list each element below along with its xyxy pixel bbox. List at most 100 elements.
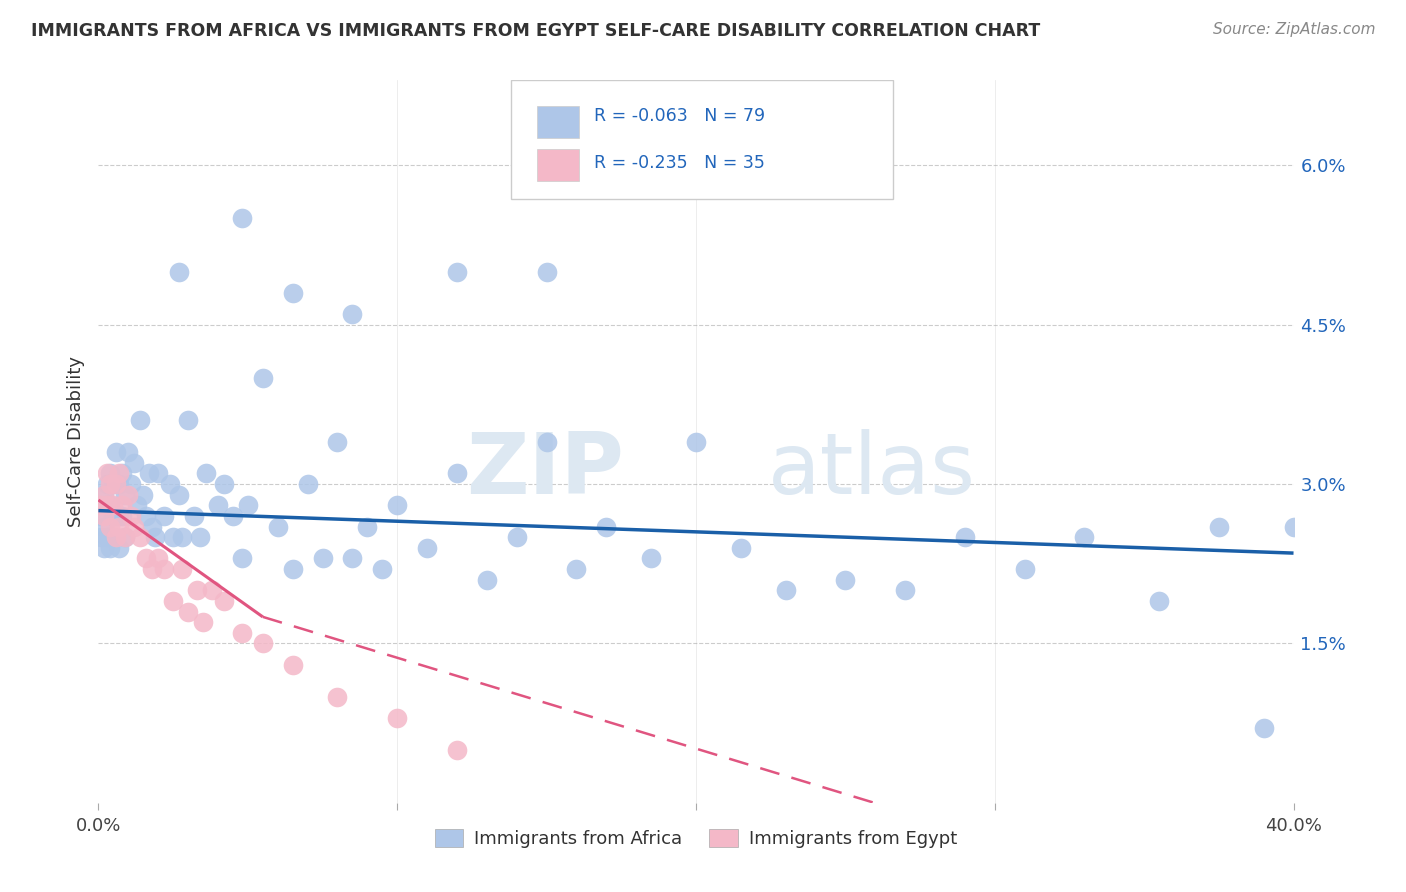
Point [167,488,190,502]
Point [297,477,319,491]
Point [108,467,131,481]
Point [231,625,253,640]
Point [311,551,333,566]
Point [105,508,128,523]
Point [475,573,498,587]
Point [162,594,184,608]
Point [231,551,253,566]
Point [111,508,134,523]
Point [105,445,128,459]
Point [96,498,118,512]
Point [446,742,468,756]
Point [93,541,115,555]
Point [98,541,122,555]
Point [90,508,112,523]
Point [231,211,253,226]
FancyBboxPatch shape [537,149,579,181]
Point [1208,519,1230,533]
Y-axis label: Self-Care Disability: Self-Care Disability [66,356,84,527]
Text: Source: ZipAtlas.com: Source: ZipAtlas.com [1212,22,1375,37]
Point [595,519,617,533]
Point [111,498,134,512]
Point [1282,519,1305,533]
Point [135,551,157,566]
Point [108,519,131,533]
Point [90,498,112,512]
Point [281,657,304,672]
Point [177,413,200,427]
Point [117,445,139,459]
Point [191,615,214,630]
Point [1253,722,1275,736]
Point [114,530,136,544]
Point [105,530,128,544]
Point [103,477,125,491]
Point [186,583,208,598]
Point [207,498,229,512]
Point [127,498,149,512]
FancyBboxPatch shape [510,80,893,200]
Point [195,467,218,481]
Point [342,307,364,321]
Point [188,530,211,544]
Point [894,583,917,598]
Point [212,477,235,491]
Text: ZIP: ZIP [467,429,624,512]
Point [98,498,122,512]
Point [385,498,409,512]
Point [108,477,131,491]
Text: R = -0.235   N = 35: R = -0.235 N = 35 [595,154,765,172]
Point [281,562,304,576]
Text: atlas: atlas [768,429,976,512]
Point [201,583,224,598]
Point [132,488,155,502]
Point [96,477,118,491]
Point [172,530,194,544]
Point [212,594,235,608]
Point [120,508,142,523]
Point [167,264,190,278]
Point [565,562,588,576]
Point [111,467,134,481]
Point [177,605,200,619]
Point [953,530,976,544]
Point [506,530,529,544]
Point [141,519,163,533]
Point [236,498,259,512]
Point [93,519,115,533]
Point [114,530,136,544]
Point [129,530,152,544]
Point [342,551,364,566]
Point [96,467,118,481]
Point [153,508,176,523]
Point [536,434,558,449]
Point [120,477,142,491]
Legend: Immigrants from Africa, Immigrants from Egypt: Immigrants from Africa, Immigrants from … [427,822,965,855]
Point [143,530,166,544]
Point [834,573,856,587]
Point [252,636,274,650]
Point [108,541,131,555]
Point [90,530,112,544]
Point [148,467,170,481]
Point [93,508,115,523]
Point [446,264,468,278]
Point [162,530,184,544]
Point [138,467,160,481]
Point [93,488,115,502]
FancyBboxPatch shape [537,105,579,138]
Point [98,519,122,533]
Point [148,551,170,566]
Point [252,371,274,385]
Point [326,434,349,449]
Point [775,583,797,598]
Point [1073,530,1095,544]
Point [730,541,752,555]
Point [1014,562,1036,576]
Point [96,530,118,544]
Point [117,488,139,502]
Point [183,508,205,523]
Point [640,551,662,566]
Point [416,541,439,555]
Point [685,434,707,449]
